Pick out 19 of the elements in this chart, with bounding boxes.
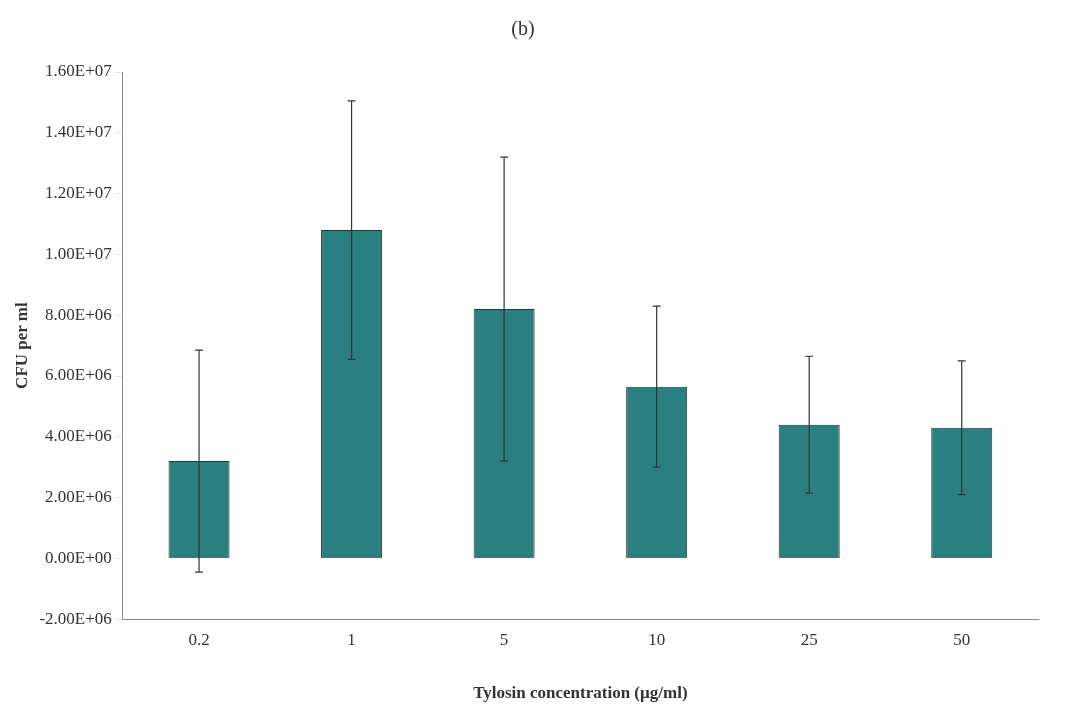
x-tick-label: 25 <box>800 629 818 649</box>
y-tick-label: 2.00E+06 <box>45 487 112 507</box>
y-tick-label: 1.60E+07 <box>45 61 113 81</box>
x-axis-title: Tylosin concentration (µg/ml) <box>473 683 688 703</box>
x-tick-label: 0.2 <box>188 629 210 649</box>
x-tick-label: 5 <box>499 629 509 649</box>
chart-title: (b) <box>511 17 535 41</box>
x-tick-label: 1 <box>347 629 356 649</box>
y-tick-label: 4.00E+06 <box>45 426 112 446</box>
y-tick-label: 8.00E+06 <box>45 304 112 324</box>
x-tick-label: 50 <box>953 629 971 649</box>
y-tick-label: -2.00E+06 <box>39 608 112 628</box>
y-tick-label: 6.00E+06 <box>45 365 112 385</box>
y-tick-label: 0.00E+00 <box>45 547 112 567</box>
x-tick-label: 10 <box>648 629 666 649</box>
y-tick-label: 1.00E+07 <box>45 243 113 263</box>
y-tick-label: 1.40E+07 <box>45 122 113 142</box>
y-axis-title: CFU per ml <box>11 302 31 389</box>
y-tick-label: 1.20E+07 <box>45 183 113 203</box>
